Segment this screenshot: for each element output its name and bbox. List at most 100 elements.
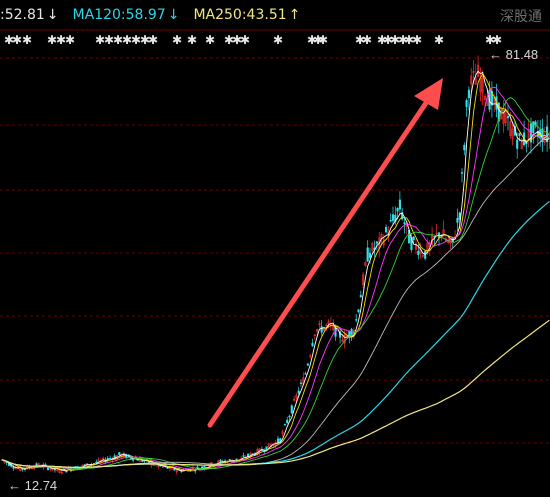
candle-body xyxy=(309,355,312,357)
candle-body xyxy=(53,468,56,471)
candle-body xyxy=(81,464,84,467)
candle-body xyxy=(325,324,328,327)
event-marker: ✱ xyxy=(205,33,215,47)
candle-body xyxy=(417,250,420,256)
event-marker: ✱ xyxy=(398,33,408,47)
candle-body xyxy=(532,121,535,133)
brand-label: 深股通 xyxy=(500,9,542,25)
candle-body xyxy=(465,100,468,107)
event-marker: ✱ xyxy=(383,33,393,47)
min-price-value: 12.74 xyxy=(24,478,58,493)
candle-body xyxy=(355,319,358,321)
candle-body xyxy=(288,415,291,418)
event-marker: ✱ xyxy=(377,33,387,47)
down-arrow-icon: ↓ xyxy=(167,7,180,23)
candle-body xyxy=(477,64,480,77)
event-marker: ✱ xyxy=(273,33,283,47)
candle-body xyxy=(500,107,503,120)
candle-body xyxy=(92,463,96,465)
event-marker: ✱ xyxy=(390,33,400,47)
ma-line-ma60 xyxy=(1,133,550,468)
trend-arrow-head xyxy=(414,78,443,110)
candle-body xyxy=(276,438,280,443)
candle-body xyxy=(311,343,314,347)
candle-body xyxy=(295,395,298,399)
event-marker: ✱ xyxy=(56,33,66,47)
event-marker: ✱ xyxy=(313,33,323,47)
event-marker: ✱ xyxy=(318,33,328,47)
event-marker: ✱ xyxy=(22,33,32,47)
candle-body xyxy=(228,459,231,461)
candle-body xyxy=(161,466,165,468)
ma-legend-text: MA250:43.51 xyxy=(193,7,287,23)
candle-body xyxy=(242,455,245,457)
candle-body xyxy=(467,89,470,99)
event-marker: ✱ xyxy=(224,33,234,47)
candle-body xyxy=(483,95,487,100)
candle-body xyxy=(316,329,319,332)
event-marker: ✱ xyxy=(240,33,250,47)
candle-body xyxy=(341,339,344,342)
candle-body xyxy=(371,243,374,252)
candle-body xyxy=(520,138,523,149)
max-price-value: 81.48 xyxy=(505,47,539,62)
candle-body xyxy=(375,241,378,244)
candle-body xyxy=(196,466,199,468)
ma-line-ma250 xyxy=(1,319,550,469)
ma-line-ma30 xyxy=(1,97,550,470)
candle-body xyxy=(412,236,415,241)
ma-line-ma120 xyxy=(1,200,550,469)
candle-body xyxy=(368,252,372,258)
candle-body xyxy=(286,419,289,424)
candle-body xyxy=(504,110,507,123)
candle-body xyxy=(3,460,6,463)
candle-body xyxy=(497,102,500,122)
max-price-label: ← 81.48 xyxy=(489,47,539,62)
event-marker: ✱ xyxy=(434,33,444,47)
event-marker: ✱ xyxy=(492,33,502,47)
candle-body xyxy=(398,199,401,210)
candle-body xyxy=(359,295,362,298)
candle-body xyxy=(343,334,346,344)
candle-body xyxy=(470,75,473,85)
candle-body xyxy=(106,458,109,460)
candle-body xyxy=(318,323,321,326)
candle-body xyxy=(299,382,303,384)
ma-legend-item-ma120: MA120:58.97 ↓ xyxy=(73,7,180,23)
candle-body xyxy=(442,229,445,237)
trend-arrow-line xyxy=(207,94,433,428)
candle-body xyxy=(509,121,512,136)
candle-body xyxy=(474,77,477,85)
candle-body xyxy=(46,467,50,470)
ma-line-ma20 xyxy=(1,86,550,471)
candle-body xyxy=(391,214,395,221)
candle-body xyxy=(60,472,63,474)
candle-body xyxy=(267,443,270,448)
candle-body xyxy=(396,208,399,212)
event-marker: ✱ xyxy=(172,33,182,47)
candle-body xyxy=(118,452,121,456)
event-marker: ✱ xyxy=(362,33,372,47)
candle-body xyxy=(401,212,404,220)
candle-body xyxy=(306,363,309,366)
event-marker: ✱ xyxy=(140,33,150,47)
candle-body xyxy=(152,464,155,466)
candle-body xyxy=(460,172,464,174)
candle-body xyxy=(332,323,335,331)
candle-body xyxy=(357,309,360,313)
candle-body xyxy=(283,424,286,426)
event-marker: ✱ xyxy=(113,33,123,47)
candle-body xyxy=(95,461,98,464)
event-marker: ✱ xyxy=(65,33,75,47)
min-price-label: ← 12.74 xyxy=(8,478,58,493)
event-marker: ✱ xyxy=(12,33,22,47)
candle-body xyxy=(175,470,178,473)
event-marker: ✱ xyxy=(104,33,114,47)
candle-body xyxy=(364,262,367,266)
candle-body xyxy=(414,243,418,250)
candle-body xyxy=(23,468,27,471)
event-marker: ✱ xyxy=(412,33,422,47)
candle-body xyxy=(389,220,392,222)
candle-body xyxy=(219,459,222,462)
